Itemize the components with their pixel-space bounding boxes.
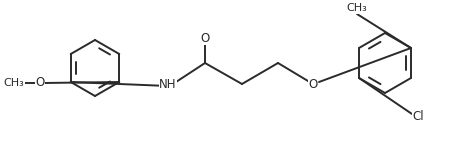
Text: NH: NH bbox=[159, 78, 177, 90]
Text: CH₃: CH₃ bbox=[347, 3, 367, 13]
Text: CH₃: CH₃ bbox=[4, 78, 25, 88]
Text: O: O bbox=[308, 78, 318, 90]
Text: O: O bbox=[35, 77, 44, 89]
Text: O: O bbox=[200, 32, 210, 44]
Text: Cl: Cl bbox=[412, 109, 424, 123]
